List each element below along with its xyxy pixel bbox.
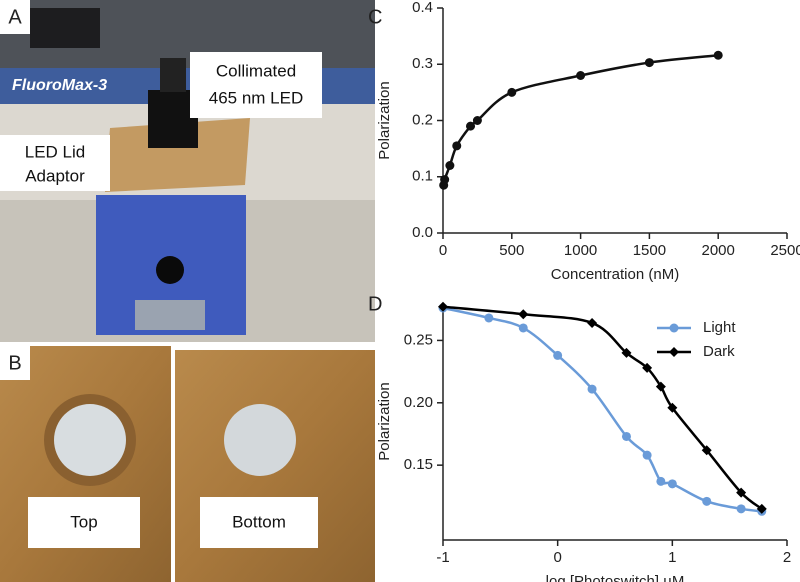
point [440,175,450,185]
x-tick-label: -1 [436,549,449,566]
point [518,309,529,320]
point [484,313,494,323]
legend-label: Dark [703,343,735,360]
point [642,450,652,460]
panel-label: A [8,6,22,28]
point [656,476,666,486]
photo-b: Top Bottom B [0,346,375,582]
x-axis-label: log [Photoswitch] µM [546,573,685,582]
legend-marker [669,323,679,333]
y-tick-label: 0.1 [412,168,433,185]
y-tick-label: 0.2 [412,111,433,128]
y-tick-label: 0.0 [412,224,433,241]
x-tick-label: 1500 [633,242,666,259]
y-tick-label: 0.15 [404,456,433,473]
point [702,496,712,506]
point [642,362,653,373]
photo-caption: Top [70,512,97,531]
point [576,71,586,80]
point [621,431,631,441]
point [507,87,517,97]
panel-label: B [8,352,21,374]
y-tick-label: 0.3 [412,55,433,72]
x-tick-label: 500 [499,242,524,259]
y-axis-label: Polarization [376,81,393,159]
point [655,381,666,392]
line [442,305,763,510]
x-tick-label: 2000 [702,242,735,259]
x-tick-label: 0 [553,549,561,566]
point [667,479,677,489]
panel-label: D [368,293,382,315]
legend-marker [669,347,679,357]
y-tick-label: 0.25 [404,331,433,348]
panel-label: C [368,6,382,28]
photo-caption: Bottom [232,512,286,531]
y-tick-label: 0.20 [404,394,433,411]
y-tick-label: 0.4 [412,0,433,16]
x-tick-label: 2 [783,549,791,566]
callout: 465 nm LED [209,88,304,107]
point [736,487,747,498]
point [445,161,455,170]
point [587,384,597,394]
callout: Adaptor [25,166,85,185]
point [472,116,482,125]
callout: Collimated [216,61,296,80]
x-tick-label: 2500 [770,242,800,259]
callout: LED Lid [25,142,85,161]
point [644,58,654,68]
line [442,306,762,513]
point [621,347,632,358]
point [736,504,746,514]
x-tick-label: 0 [439,242,447,259]
legend-label: Light [703,319,736,336]
photo-a: FluoroMax-3 Collimated 465 nm LED LED Li… [0,0,375,342]
x-axis-label: Concentration (nM) [551,266,679,283]
x-tick-label: 1 [668,549,676,566]
point [518,323,528,333]
x-tick-label: 1000 [564,242,597,259]
point [756,503,767,514]
brand-text: FluoroMax-3 [12,77,107,94]
y-axis-label: Polarization [376,382,393,460]
point [553,350,563,360]
point [587,317,598,328]
point [713,50,723,60]
point [667,402,678,413]
point [466,121,476,131]
point [452,141,462,151]
point [701,445,712,456]
point [438,301,448,312]
